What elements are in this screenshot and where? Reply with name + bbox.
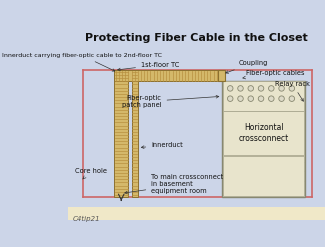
- Circle shape: [238, 86, 243, 91]
- Bar: [132, 70, 138, 197]
- Circle shape: [258, 86, 264, 91]
- Bar: [68, 207, 325, 220]
- Text: Innerduct carrying fiber-optic cable to 2nd-floor TC: Innerduct carrying fiber-optic cable to …: [2, 53, 162, 71]
- Circle shape: [289, 86, 294, 91]
- Bar: [218, 70, 225, 81]
- Text: Core hole: Core hole: [75, 168, 107, 179]
- Bar: [222, 81, 305, 197]
- Circle shape: [248, 86, 254, 91]
- Text: innerduct: innerduct: [141, 142, 183, 148]
- Bar: [223, 81, 305, 111]
- Text: Fiber-optic cables: Fiber-optic cables: [243, 70, 305, 79]
- Bar: [114, 70, 128, 197]
- Text: Relay rack: Relay rack: [275, 82, 310, 101]
- Text: Protecting Fiber Cable in the Closet: Protecting Fiber Cable in the Closet: [85, 33, 308, 43]
- Bar: [223, 111, 305, 155]
- Text: 1st-floor TC: 1st-floor TC: [118, 62, 179, 71]
- Text: To main crossconnect
in basement
equipment room: To main crossconnect in basement equipme…: [125, 174, 223, 194]
- Text: Horizontal
crossconnect: Horizontal crossconnect: [239, 123, 289, 143]
- Circle shape: [279, 86, 284, 91]
- Circle shape: [289, 96, 294, 102]
- Circle shape: [248, 96, 254, 102]
- Circle shape: [227, 96, 233, 102]
- Bar: [223, 156, 305, 196]
- Circle shape: [227, 86, 233, 91]
- Circle shape: [268, 86, 274, 91]
- Text: Coupling: Coupling: [226, 60, 267, 73]
- Text: Fiber-optic
patch panel: Fiber-optic patch panel: [122, 95, 219, 108]
- Circle shape: [258, 96, 264, 102]
- Text: C4tip21: C4tip21: [73, 216, 101, 222]
- Circle shape: [268, 96, 274, 102]
- Circle shape: [279, 96, 284, 102]
- Bar: [114, 70, 222, 81]
- Circle shape: [238, 96, 243, 102]
